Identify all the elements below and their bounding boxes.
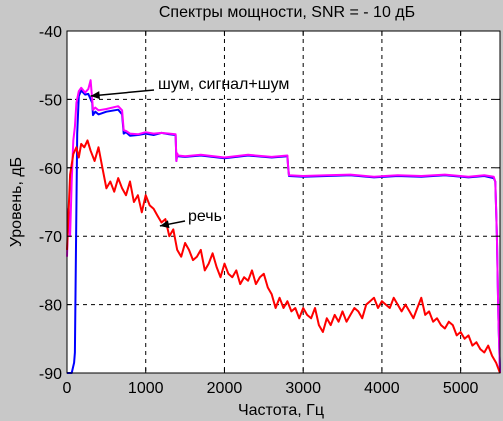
signal-plus-noise-series-line (66, 79, 501, 374)
annotation-noise-arrow (90, 89, 155, 100)
annotation-speech-label: речь (188, 208, 222, 225)
series-layer (66, 79, 501, 374)
x-tick-label: 1000 (128, 380, 164, 397)
x-axis-label: Частота, Гц (238, 402, 324, 419)
annotations: шум, сигнал+шум речь (90, 76, 289, 229)
y-tick-label: -70 (39, 229, 62, 246)
y-axis-label: Уровень, дБ (8, 157, 25, 247)
ticks: 0 1000 2000 3000 4000 5000 -40 -50 -60 -70 -80 -90 (39, 24, 500, 397)
y-tick-label: -60 (39, 161, 62, 178)
y-tick-label: -90 (39, 366, 62, 383)
x-tick-label: 2000 (207, 380, 243, 397)
annotation-speech-arrow (159, 220, 186, 229)
x-tick-label: 0 (63, 380, 72, 397)
y-tick-label: -80 (39, 298, 62, 315)
y-tick-label: -50 (39, 92, 62, 109)
axes-box (66, 30, 501, 374)
speech-series-line (66, 139, 501, 374)
x-tick-label: 5000 (443, 380, 479, 397)
annotation-noise-label: шум, сигнал+шум (158, 76, 289, 93)
y-tick-label: -40 (39, 24, 62, 41)
x-tick-label: 4000 (364, 380, 400, 397)
chart-title: Спектры мощности, SNR = - 10 дБ (159, 4, 415, 21)
grid (67, 31, 500, 373)
x-tick-label: 3000 (285, 380, 321, 397)
